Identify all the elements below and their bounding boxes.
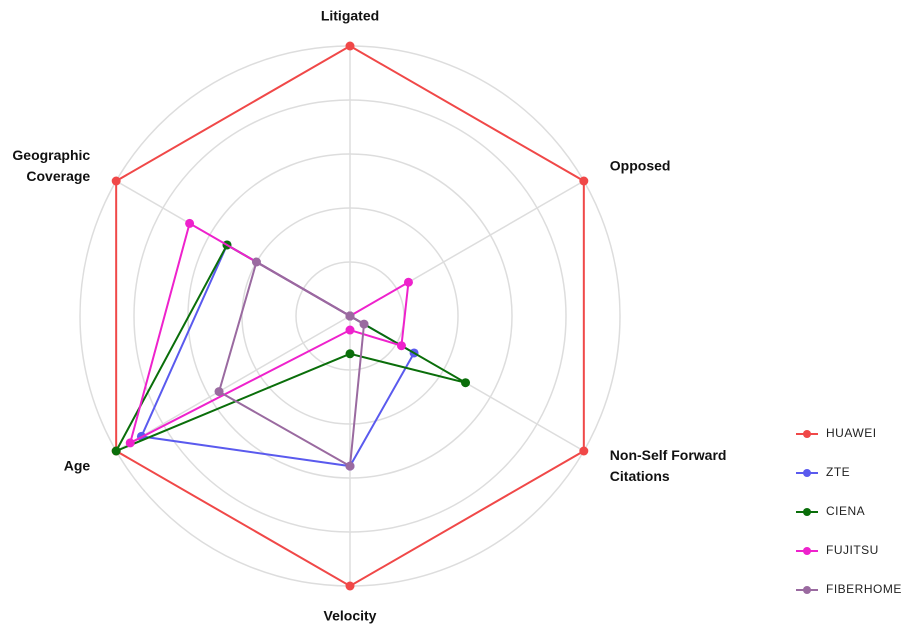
legend-label[interactable]: HUAWEI	[826, 426, 877, 440]
legend-marker	[803, 547, 811, 555]
axis-label: Opposed	[609, 157, 671, 174]
data-point	[396, 341, 406, 351]
axis-spoke	[115, 315, 351, 452]
data-point	[345, 461, 355, 471]
data-point	[214, 387, 224, 397]
data-point	[125, 438, 135, 448]
data-point	[403, 277, 413, 287]
legend-marker	[803, 430, 811, 438]
data-point	[251, 257, 261, 267]
data-point	[345, 41, 355, 51]
data-point	[345, 349, 355, 359]
series-line	[139, 243, 416, 468]
legend-label[interactable]: FUJITSU	[826, 543, 879, 557]
legend-label[interactable]: CIENA	[826, 504, 865, 518]
data-point	[345, 325, 355, 335]
axis-label: Age	[63, 457, 91, 474]
data-point	[345, 581, 355, 591]
axis-label: Geographic Coverage	[12, 147, 91, 184]
axis-label: Litigated	[320, 7, 380, 24]
data-point	[579, 176, 589, 186]
data-point	[345, 311, 355, 321]
axis-label: Velocity	[323, 607, 377, 624]
legend-marker	[803, 469, 811, 477]
legend-marker	[803, 508, 811, 516]
legend-label[interactable]: ZTE	[826, 465, 850, 479]
data-point	[461, 378, 471, 388]
data-point	[111, 446, 121, 456]
axis-label: Non-Self Forward Citations	[609, 447, 727, 484]
series-line	[128, 221, 410, 445]
data-point	[185, 218, 195, 228]
data-point	[359, 319, 369, 329]
data-point	[579, 446, 589, 456]
legend-marker	[803, 586, 811, 594]
data-point	[111, 176, 121, 186]
legend-label[interactable]: FIBERHOME	[826, 582, 902, 596]
